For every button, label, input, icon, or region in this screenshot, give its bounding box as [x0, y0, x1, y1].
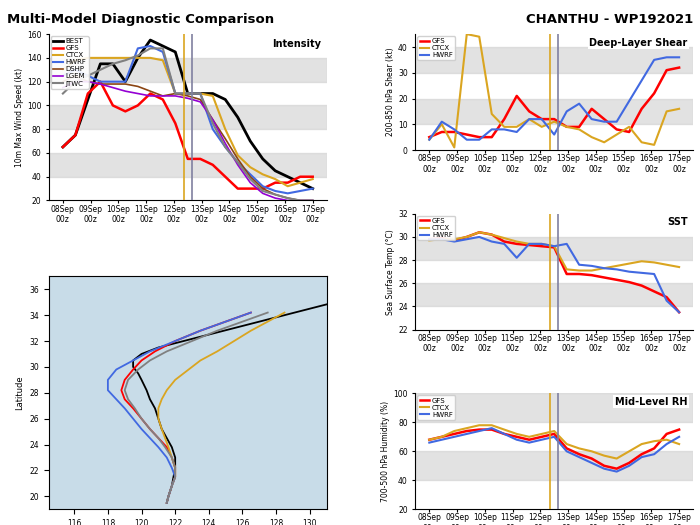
Bar — [415, 99, 693, 124]
Y-axis label: 10m Max Wind Speed (kt): 10m Max Wind Speed (kt) — [15, 68, 24, 167]
Bar — [415, 237, 693, 260]
Y-axis label: 200-850 hPa Shear (kt): 200-850 hPa Shear (kt) — [386, 48, 395, 136]
Text: CIRA: CIRA — [15, 506, 41, 516]
Bar — [49, 106, 327, 129]
Text: Intensity: Intensity — [272, 39, 321, 49]
Legend: GFS, CTCX, HWRF: GFS, CTCX, HWRF — [417, 395, 455, 419]
Bar — [49, 153, 327, 177]
Text: Mid-Level RH: Mid-Level RH — [615, 397, 687, 407]
Bar — [49, 58, 327, 82]
Legend: GFS, CTCX, HWRF: GFS, CTCX, HWRF — [417, 216, 455, 240]
Bar — [415, 47, 693, 73]
Bar — [415, 284, 693, 307]
Text: Multi-Model Diagnostic Comparison: Multi-Model Diagnostic Comparison — [7, 13, 274, 26]
Legend: GFS, CTCX, HWRF: GFS, CTCX, HWRF — [417, 36, 455, 60]
Y-axis label: 700-500 hPa Humidity (%): 700-500 hPa Humidity (%) — [382, 401, 391, 502]
Y-axis label: Latitude: Latitude — [15, 375, 24, 410]
Bar — [415, 393, 693, 422]
Text: Deep-Layer Shear: Deep-Layer Shear — [589, 38, 687, 48]
Text: SST: SST — [667, 217, 687, 227]
Bar — [415, 452, 693, 480]
Legend: BEST, GFS, CTCX, HWRF, DSHP, LGEM, JTWC: BEST, GFS, CTCX, HWRF, DSHP, LGEM, JTWC — [51, 36, 89, 89]
Y-axis label: Sea Surface Temp (°C): Sea Surface Temp (°C) — [386, 229, 395, 314]
Text: CHANTHU - WP192021: CHANTHU - WP192021 — [526, 13, 693, 26]
